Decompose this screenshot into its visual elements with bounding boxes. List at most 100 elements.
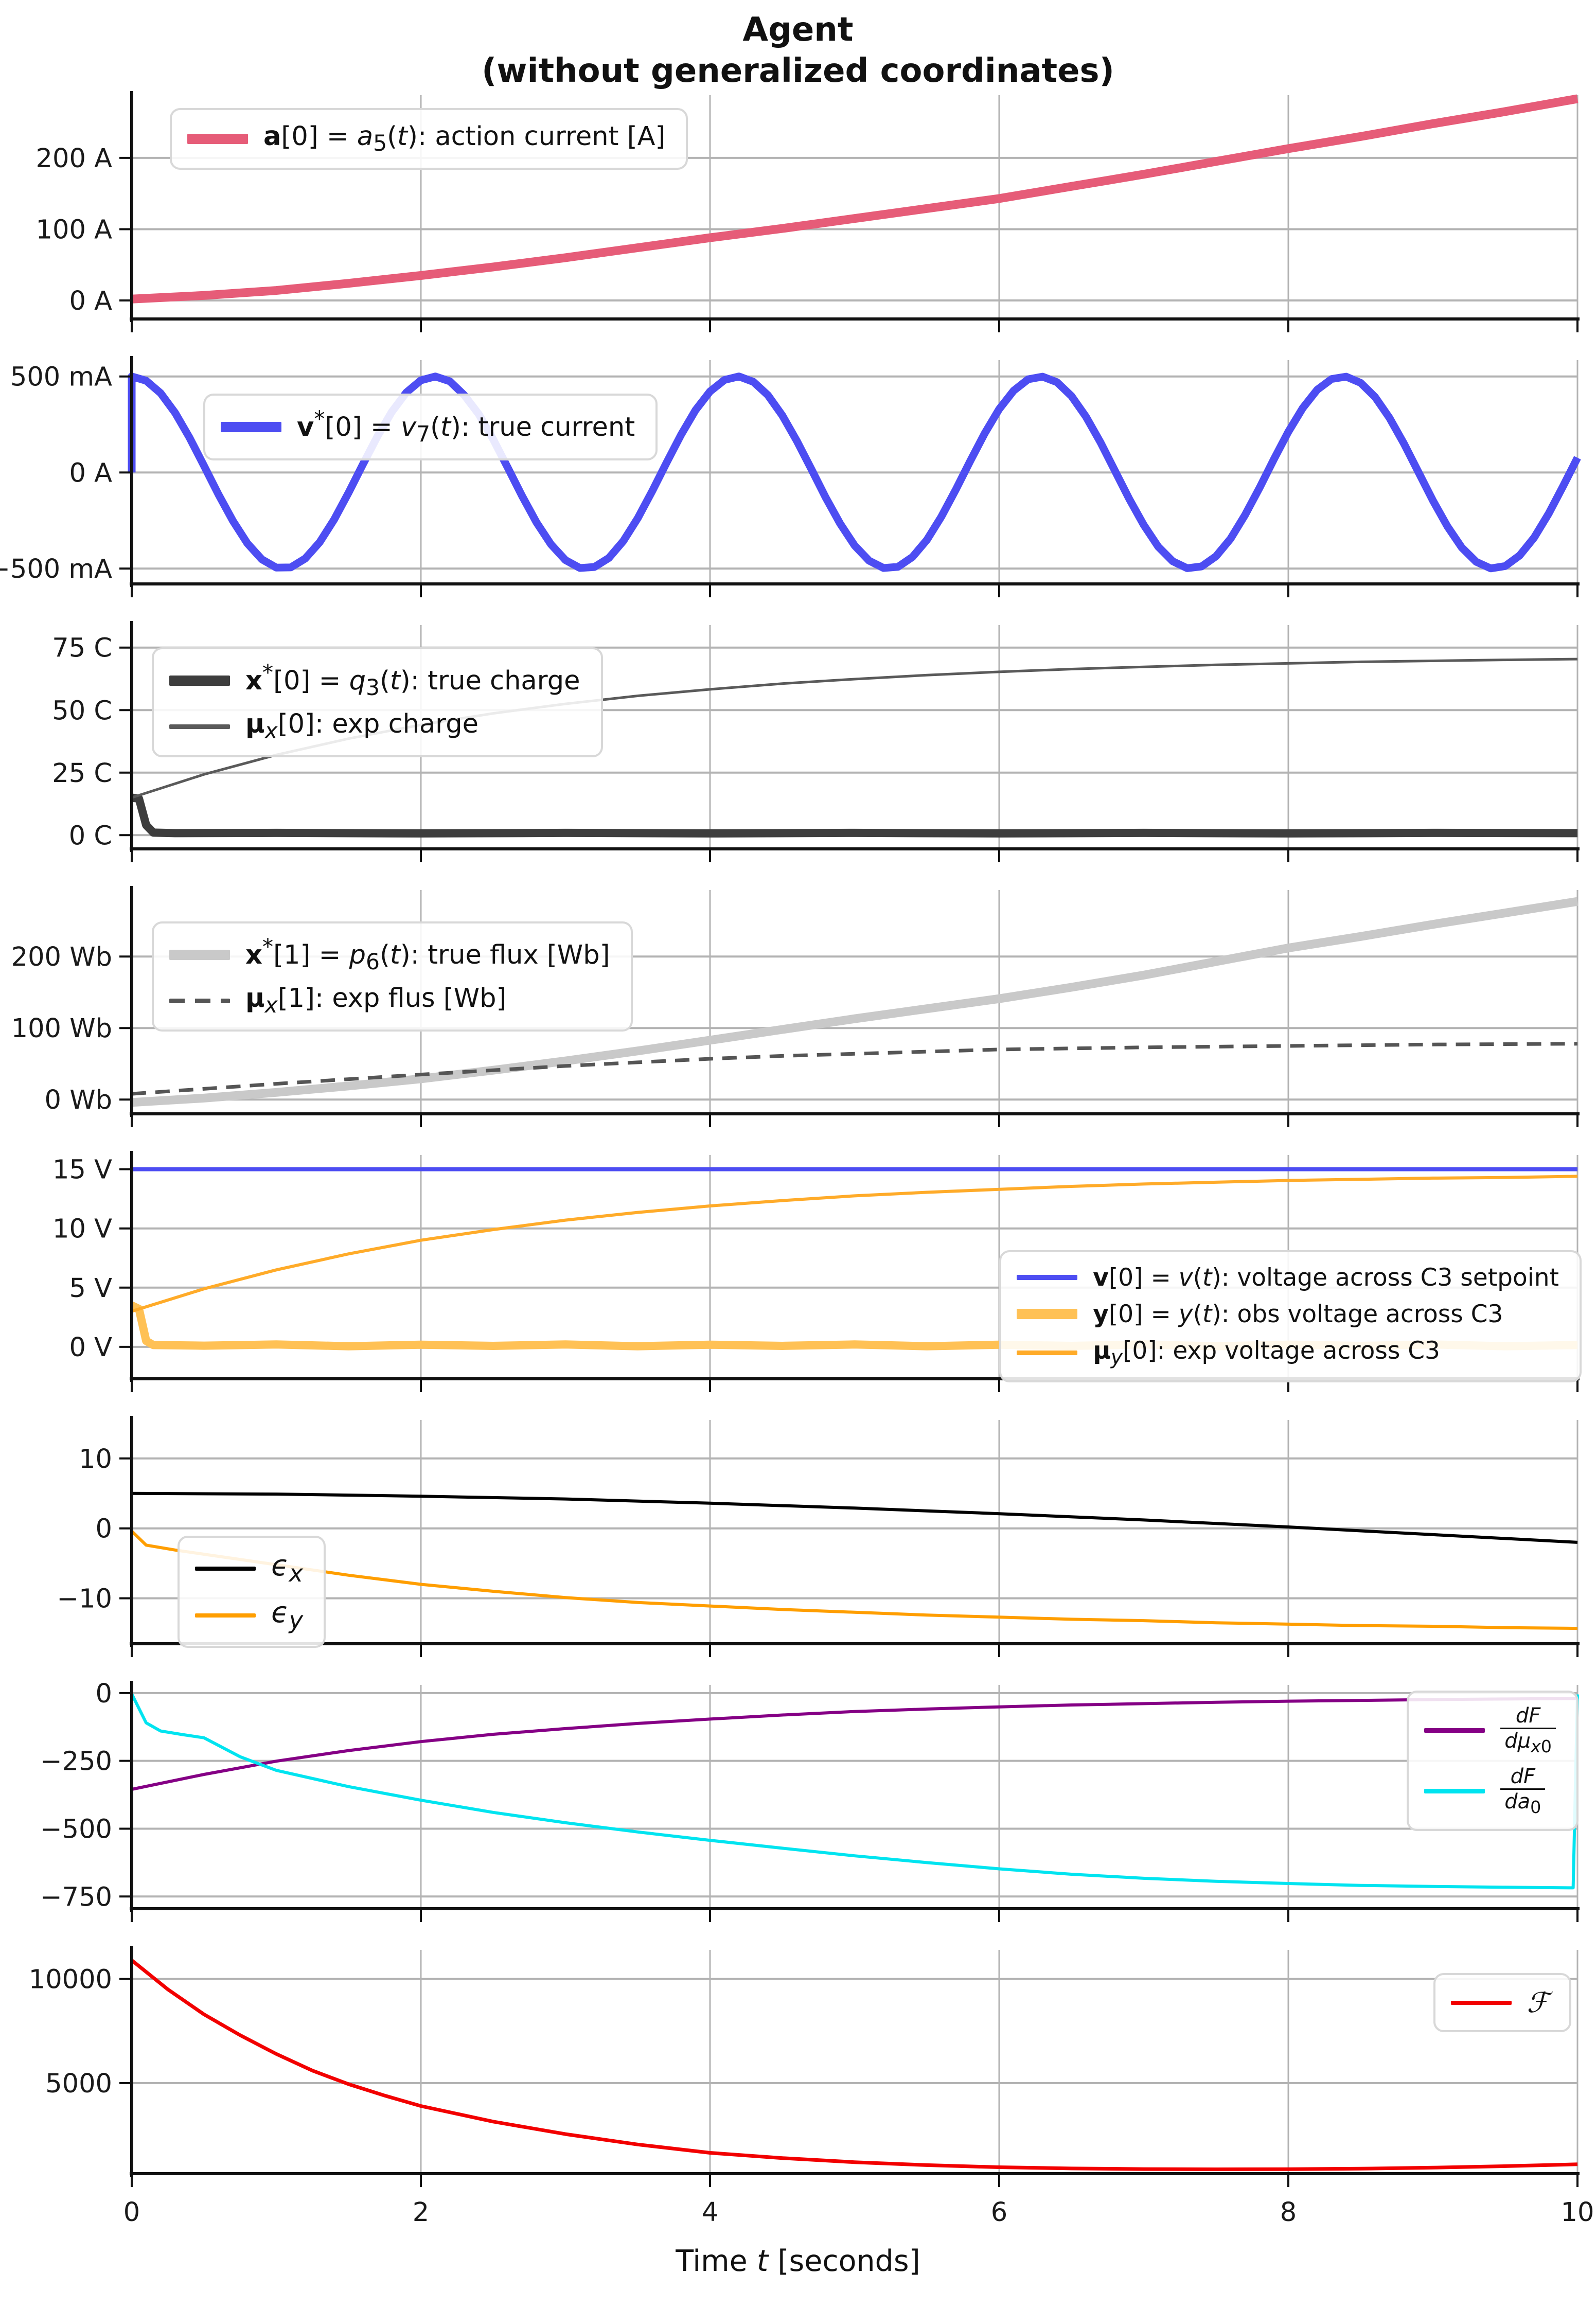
series-dF-da0 (130, 1693, 1579, 1890)
legend-item: μx[0]: exp charge (167, 705, 582, 748)
series-exp-flux (131, 1042, 1578, 1096)
series-free-energy (130, 1959, 1578, 2171)
legend-swatch (1424, 1728, 1485, 1733)
axis-layer: 0 V 5 V 10 V 15 V (52, 1151, 1580, 1392)
subplot-gradients: −750 −500 −250 0 dF dμx0 dF da0 (0, 1677, 1596, 1942)
subplot-errors: −10 0 10 ϵx ϵy (0, 1412, 1596, 1677)
series-exp-voltage (131, 1175, 1578, 1313)
axis-layer: 0 Wb 100 Wb 200 Wb (11, 886, 1580, 1127)
y-tick-label: 0 V (69, 1332, 112, 1363)
legend-label: μx[1]: exp flus [Wb] (245, 983, 507, 1019)
legend-item: μy[0]: exp voltage across C3 (1015, 1332, 1561, 1373)
legend-item: x*[0] = q3(t): true charge (167, 656, 582, 705)
y-tick-label: 15 V (52, 1155, 112, 1185)
subplot-true-current-canvas: −500 mA 0 A 500 mA (0, 356, 1581, 597)
y-tick-label: 5000 (45, 2069, 112, 2099)
legend-label: dF dμx0 (1500, 1704, 1556, 1756)
legend-swatch (169, 950, 230, 961)
y-tick-label: 200 A (36, 144, 113, 174)
series-epsilon-y (130, 1530, 1578, 1630)
y-tick-label: 500 mA (10, 362, 112, 393)
legend-item: dF da0 (1422, 1761, 1558, 1821)
subplot-errors-canvas: −10 0 10 (57, 1416, 1580, 1657)
y-tick-label: 10 (79, 1444, 112, 1474)
legend-swatch (195, 1613, 256, 1618)
series-layer (131, 897, 1579, 1107)
subplot-true-current: −500 mA 0 A 500 mA v*[0] = v7(t): true cur… (0, 352, 1596, 617)
axis-layer: −10 0 10 (57, 1416, 1580, 1657)
x-tick-label: 8 (1280, 2197, 1297, 2228)
series-true-charge (131, 793, 1578, 838)
legend-item: v*[0] = v7(t): true current (219, 403, 637, 451)
axis-layer: −500 mA 0 A 500 mA (0, 356, 1580, 597)
subplot-voltage-legend: v[0] = v(t): voltage across C3 setpoint y… (999, 1250, 1582, 1382)
legend-swatch (169, 724, 230, 729)
subplot-free-energy-canvas: 5000 10000 0 2 4 6 8 10 (29, 1946, 1594, 2228)
subplot-action-current-legend: a[0] = a5(t): action current [A] (170, 108, 688, 170)
series-layer (130, 1491, 1578, 1630)
legend-item: dF dμx0 (1422, 1700, 1558, 1761)
series-dF-dmu-x0 (131, 1697, 1578, 1791)
subplot-gradients-canvas: −750 −500 −250 0 (40, 1679, 1580, 1922)
legend-swatch (1017, 1309, 1078, 1320)
legend-item: y[0] = y(t): obs voltage across C3 (1015, 1296, 1561, 1332)
subplot-charge: 0 C 25 C 50 C 75 C x*[0] = q3(t): true char… (0, 617, 1596, 882)
legend-swatch (1017, 1350, 1078, 1355)
y-tick-label: 10000 (29, 1965, 112, 1995)
y-tick-label: 25 C (52, 758, 112, 789)
legend-item: ℱ (1449, 1982, 1551, 2023)
series-layer (128, 372, 1581, 573)
subplot-free-energy-legend: ℱ (1433, 1973, 1571, 2032)
legend-label: y[0] = y(t): obs voltage across C3 (1093, 1300, 1503, 1328)
series-true-flux (131, 897, 1579, 1107)
legend-swatch (187, 134, 248, 145)
subplot-gradients-legend: dF dμx0 dF da0 (1407, 1691, 1579, 1831)
y-tick-label: −250 (40, 1747, 112, 1777)
axis-layer: 5000 10000 0 2 4 6 8 10 (29, 1946, 1594, 2228)
legend-label: μx[0]: exp charge (245, 709, 479, 744)
y-tick-label: −10 (57, 1584, 112, 1614)
legend-item: a[0] = a5(t): action current [A] (185, 117, 667, 161)
x-tick-label: 10 (1561, 2197, 1594, 2228)
legend-label: v[0] = v(t): voltage across C3 setpoint (1093, 1263, 1559, 1292)
subplot-charge-legend: x*[0] = q3(t): true charge μx[0]: exp cha… (152, 647, 603, 758)
series-layer (131, 94, 1579, 304)
legend-item: μx[1]: exp flus [Wb] (167, 979, 612, 1022)
series-action-current (131, 94, 1579, 304)
legend-item: x*[1] = p6(t): true flux [Wb] (167, 931, 612, 979)
legend-label: ϵx (271, 1549, 304, 1588)
y-tick-label: 100 Wb (11, 1014, 112, 1044)
axis-layer: −750 −500 −250 0 (40, 1679, 1580, 1922)
axis-layer: 0 C 25 C 50 C 75 C (52, 621, 1580, 862)
grid-layer (132, 1950, 1579, 2174)
legend-item: ϵx (193, 1545, 305, 1592)
figure-title-line2: (without generalized coordinates) (482, 52, 1114, 90)
legend-label: x*[1] = p6(t): true flux [Wb] (245, 935, 610, 975)
grid-layer (132, 95, 1579, 319)
y-tick-label: 5 V (69, 1273, 112, 1304)
subplot-flux-legend: x*[1] = p6(t): true flux [Wb] μx[1]: exp … (152, 921, 633, 1032)
x-tick-label: 4 (702, 2197, 718, 2228)
y-tick-label: 0 A (69, 458, 112, 488)
subplot-flux: 0 Wb 100 Wb 200 Wb x*[1] = p6(t): true flu… (0, 882, 1596, 1147)
y-tick-label: −500 (40, 1814, 112, 1844)
legend-swatch (169, 676, 230, 686)
legend-swatch (169, 998, 230, 1003)
y-tick-label: 0 Wb (45, 1085, 112, 1115)
x-tick-label: 0 (123, 2197, 140, 2228)
series-layer (130, 1959, 1578, 2171)
subplot-action-current-canvas: 0 A 100 A 200 A (36, 91, 1580, 332)
x-tick-label: 6 (991, 2197, 1007, 2228)
subplot-true-current-legend: v*[0] = v7(t): true current (203, 394, 658, 461)
subplot-flux-canvas: 0 Wb 100 Wb 200 Wb (11, 886, 1580, 1127)
legend-label: a[0] = a5(t): action current [A] (263, 121, 666, 157)
legend-label: μy[0]: exp voltage across C3 (1093, 1336, 1440, 1369)
legend-label: v*[0] = v7(t): true current (297, 407, 635, 448)
y-tick-label: −750 (40, 1882, 112, 1912)
figure-title-line1: Agent (742, 11, 854, 49)
subplot-voltage: 0 V 5 V 10 V 15 V v[0] = v(t): voltage acro… (0, 1147, 1596, 1412)
series-layer (130, 1693, 1579, 1890)
y-tick-label: 0 (96, 1514, 112, 1544)
y-tick-label: 75 C (52, 633, 112, 664)
x-axis-label: Time t [seconds] (676, 2244, 920, 2278)
